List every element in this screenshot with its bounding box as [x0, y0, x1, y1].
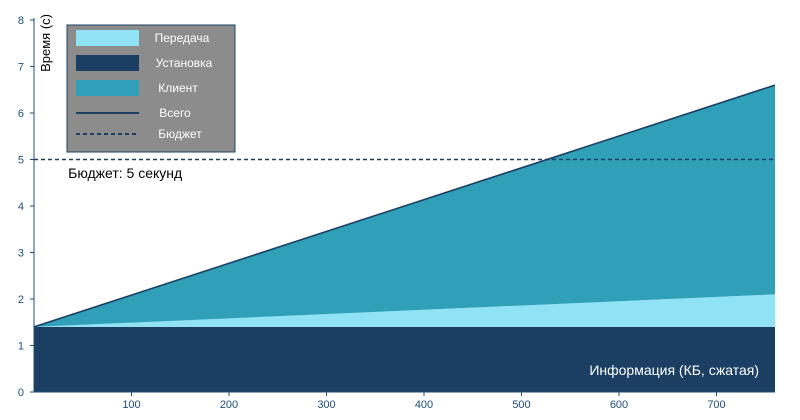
- y-axis-label: Время (с): [38, 14, 53, 72]
- x-tick-label: 200: [220, 399, 238, 411]
- budget-annotation: Бюджет: 5 секунд: [68, 165, 182, 181]
- x-tick-label: 700: [707, 399, 725, 411]
- x-tick-label: 600: [610, 399, 628, 411]
- legend-label-setup: Установка: [156, 56, 213, 70]
- legend-label-budget: Бюджет: [158, 127, 202, 141]
- x-tick-label: 400: [415, 399, 433, 411]
- y-tick-label: 6: [18, 108, 24, 120]
- legend-swatch-transfer: [76, 30, 139, 46]
- legend-swatch-client: [76, 80, 139, 96]
- y-tick-label: 2: [18, 294, 24, 306]
- y-tick-label: 4: [18, 201, 24, 213]
- legend: Передача Установка Клиент Всего Бюджет: [66, 24, 236, 153]
- axes: [33, 18, 775, 393]
- x-tick-label: 300: [317, 399, 335, 411]
- legend-swatch-setup: [76, 55, 139, 71]
- y-tick-label: 0: [18, 387, 24, 399]
- x-ticks: 100 200 300 400 500 600 700: [122, 392, 726, 411]
- y-tick-label: 8: [18, 15, 24, 27]
- area-setup: [34, 326, 775, 392]
- x-tick-label: 500: [512, 399, 530, 411]
- y-tick-label: 1: [18, 341, 24, 353]
- legend-label-client: Клиент: [158, 81, 198, 95]
- y-tick-label: 3: [18, 248, 24, 260]
- y-tick-label: 7: [18, 62, 24, 74]
- x-axis-label: Информация (КБ, сжатая): [589, 362, 759, 378]
- legend-label-transfer: Передача: [155, 31, 210, 45]
- lines-layer: [33, 84, 776, 328]
- line-total: [33, 84, 776, 328]
- x-tick-label: 100: [122, 399, 140, 411]
- y-ticks: 0 1 2 3 4 5 6 7 8: [18, 15, 34, 399]
- y-tick-label: 5: [18, 155, 24, 167]
- legend-label-total: Всего: [159, 106, 191, 120]
